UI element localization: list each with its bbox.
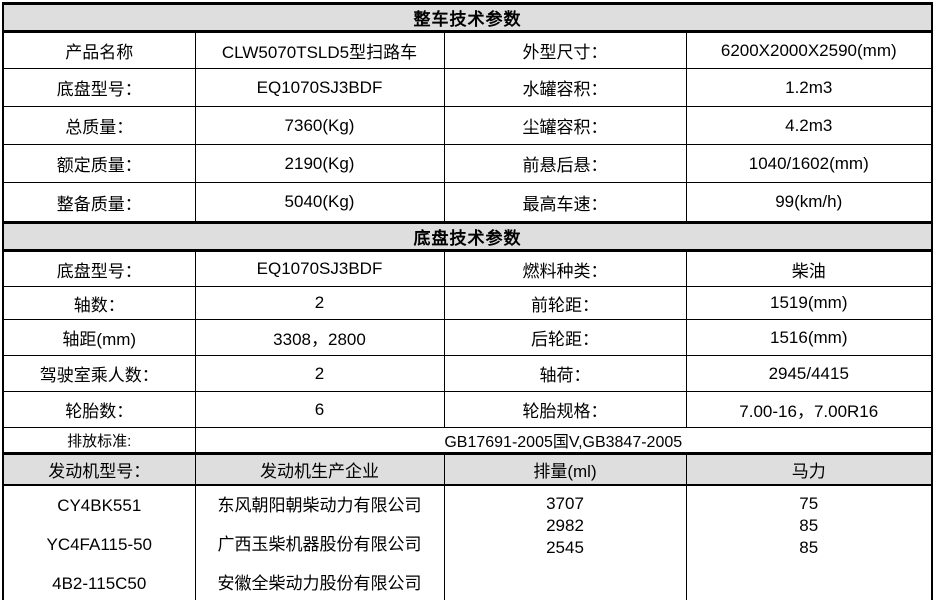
engine-displacement: 2545 — [546, 537, 584, 557]
spec-value: 1040/1602(mm) — [685, 144, 933, 183]
spec-value: 3308，2800 — [194, 319, 445, 356]
spec-value: 2 — [194, 286, 445, 320]
spec-value: 5040(Kg) — [194, 182, 445, 223]
spec-value: EQ1070SJ3BDF — [194, 250, 445, 287]
engine-manufacturer: 广西玉柴机器股份有限公司 — [217, 534, 422, 554]
engine-horsepower: 75 — [799, 493, 819, 513]
spec-value: 1.2m3 — [685, 68, 933, 107]
engine-displacement: 2982 — [546, 515, 584, 535]
spec-label: 轮胎规格： — [443, 391, 687, 428]
engine-header-manufacturer: 发动机生产企业 — [194, 452, 445, 486]
engine-horsepower: 85 — [799, 537, 819, 557]
spec-label: 驾驶室乘人数： — [2, 355, 196, 392]
engine-model: 4B2-115C50 — [52, 573, 147, 593]
spec-label: 轮胎数： — [2, 391, 196, 428]
spec-label: 产品名称 — [2, 31, 196, 69]
spec-value: 7.00-16，7.00R16 — [685, 391, 933, 428]
table-row: 轴距(mm) 3308，2800 后轮距： 1516(mm) — [2, 319, 933, 356]
engine-header-horsepower: 马力 — [685, 452, 933, 486]
spec-label: 燃料种类： — [443, 250, 687, 287]
spec-value: 2 — [194, 355, 445, 392]
engine-model: CY4BK551 — [57, 495, 142, 515]
spec-label: 前悬后悬： — [443, 144, 687, 183]
table-row: 轴数： 2 前轮距： 1519(mm) — [2, 286, 933, 320]
spec-label: 轴距(mm) — [2, 319, 196, 356]
spec-value: 6200X2000X2590(mm) — [685, 31, 933, 69]
spec-label: 水罐容积： — [443, 68, 687, 107]
spec-label: 最高车速： — [443, 182, 687, 223]
table-row: 整备质量： 5040(Kg) 最高车速： 99(km/h) — [2, 182, 933, 223]
spec-label: 轴数： — [2, 286, 196, 320]
table-row: 产品名称 CLW5070TSLD5型扫路车 外型尺寸： 6200X2000X25… — [2, 31, 933, 69]
spec-label: 前轮距： — [443, 286, 687, 320]
table-row: 总质量： 7360(Kg) 尘罐容积： 4.2m3 — [2, 106, 933, 145]
spec-value: 6 — [194, 391, 445, 428]
spec-value: 4.2m3 — [685, 106, 933, 145]
section-title-vehicle: 整车技术参数 — [2, 2, 933, 33]
spec-value: CLW5070TSLD5型扫路车 — [194, 31, 445, 69]
emission-standard-row: 排放标准: GB17691-2005国V,GB3847-2005 — [2, 427, 933, 454]
spec-value: 柴油 — [685, 250, 933, 287]
spec-label: 底盘型号： — [2, 250, 196, 287]
spec-label: 后轮距： — [443, 319, 687, 356]
engine-model: YC4FA115-50 — [46, 534, 153, 554]
table-row: 轮胎数： 6 轮胎规格： 7.00-16，7.00R16 — [2, 391, 933, 428]
spec-label: 总质量： — [2, 106, 196, 145]
table-row: 底盘型号： EQ1070SJ3BDF 燃料种类： 柴油 — [2, 250, 933, 287]
spec-value: 2945/4415 — [685, 355, 933, 392]
engine-model-list: CY4BK551 YC4FA115-50 4B2-115C50 — [2, 484, 196, 600]
spec-value: EQ1070SJ3BDF — [194, 68, 445, 107]
engine-horsepower: 85 — [799, 515, 819, 535]
engine-body-row: CY4BK551 YC4FA115-50 4B2-115C50 东风朝阳朝柴动力… — [2, 484, 933, 600]
spec-value: 1519(mm) — [685, 286, 933, 320]
spec-value: 2190(Kg) — [194, 144, 445, 183]
engine-displacement-list: 3707 2982 2545 — [443, 484, 687, 600]
engine-displacement: 3707 — [546, 493, 584, 513]
table-row: 额定质量： 2190(Kg) 前悬后悬： 1040/1602(mm) — [2, 144, 933, 183]
engine-manufacturer-list: 东风朝阳朝柴动力有限公司 广西玉柴机器股份有限公司 安徽全柴动力股份有限公司 — [194, 484, 445, 600]
engine-manufacturer: 东风朝阳朝柴动力有限公司 — [217, 495, 422, 515]
spec-label: 底盘型号： — [2, 68, 196, 107]
spec-label: 整备质量： — [2, 182, 196, 223]
engine-manufacturer: 安徽全柴动力股份有限公司 — [217, 573, 422, 593]
table-row: 驾驶室乘人数： 2 轴荷： 2945/4415 — [2, 355, 933, 392]
spec-label: 排放标准: — [2, 427, 196, 454]
spec-value: 7360(Kg) — [194, 106, 445, 145]
section-title-chassis: 底盘技术参数 — [2, 221, 933, 252]
spec-value: GB17691-2005国V,GB3847-2005 — [194, 427, 933, 454]
spec-value: 99(km/h) — [685, 182, 933, 223]
spec-label: 额定质量： — [2, 144, 196, 183]
engine-header-model: 发动机型号： — [2, 452, 196, 486]
spec-label: 轴荷： — [443, 355, 687, 392]
engine-horsepower-list: 75 85 85 — [685, 484, 933, 600]
spec-label: 尘罐容积： — [443, 106, 687, 145]
spec-label: 外型尺寸： — [443, 31, 687, 69]
engine-header-row: 发动机型号： 发动机生产企业 排量(ml) 马力 — [2, 452, 933, 486]
table-row: 底盘型号： EQ1070SJ3BDF 水罐容积： 1.2m3 — [2, 68, 933, 107]
spec-value: 1516(mm) — [685, 319, 933, 356]
engine-header-displacement: 排量(ml) — [443, 452, 687, 486]
